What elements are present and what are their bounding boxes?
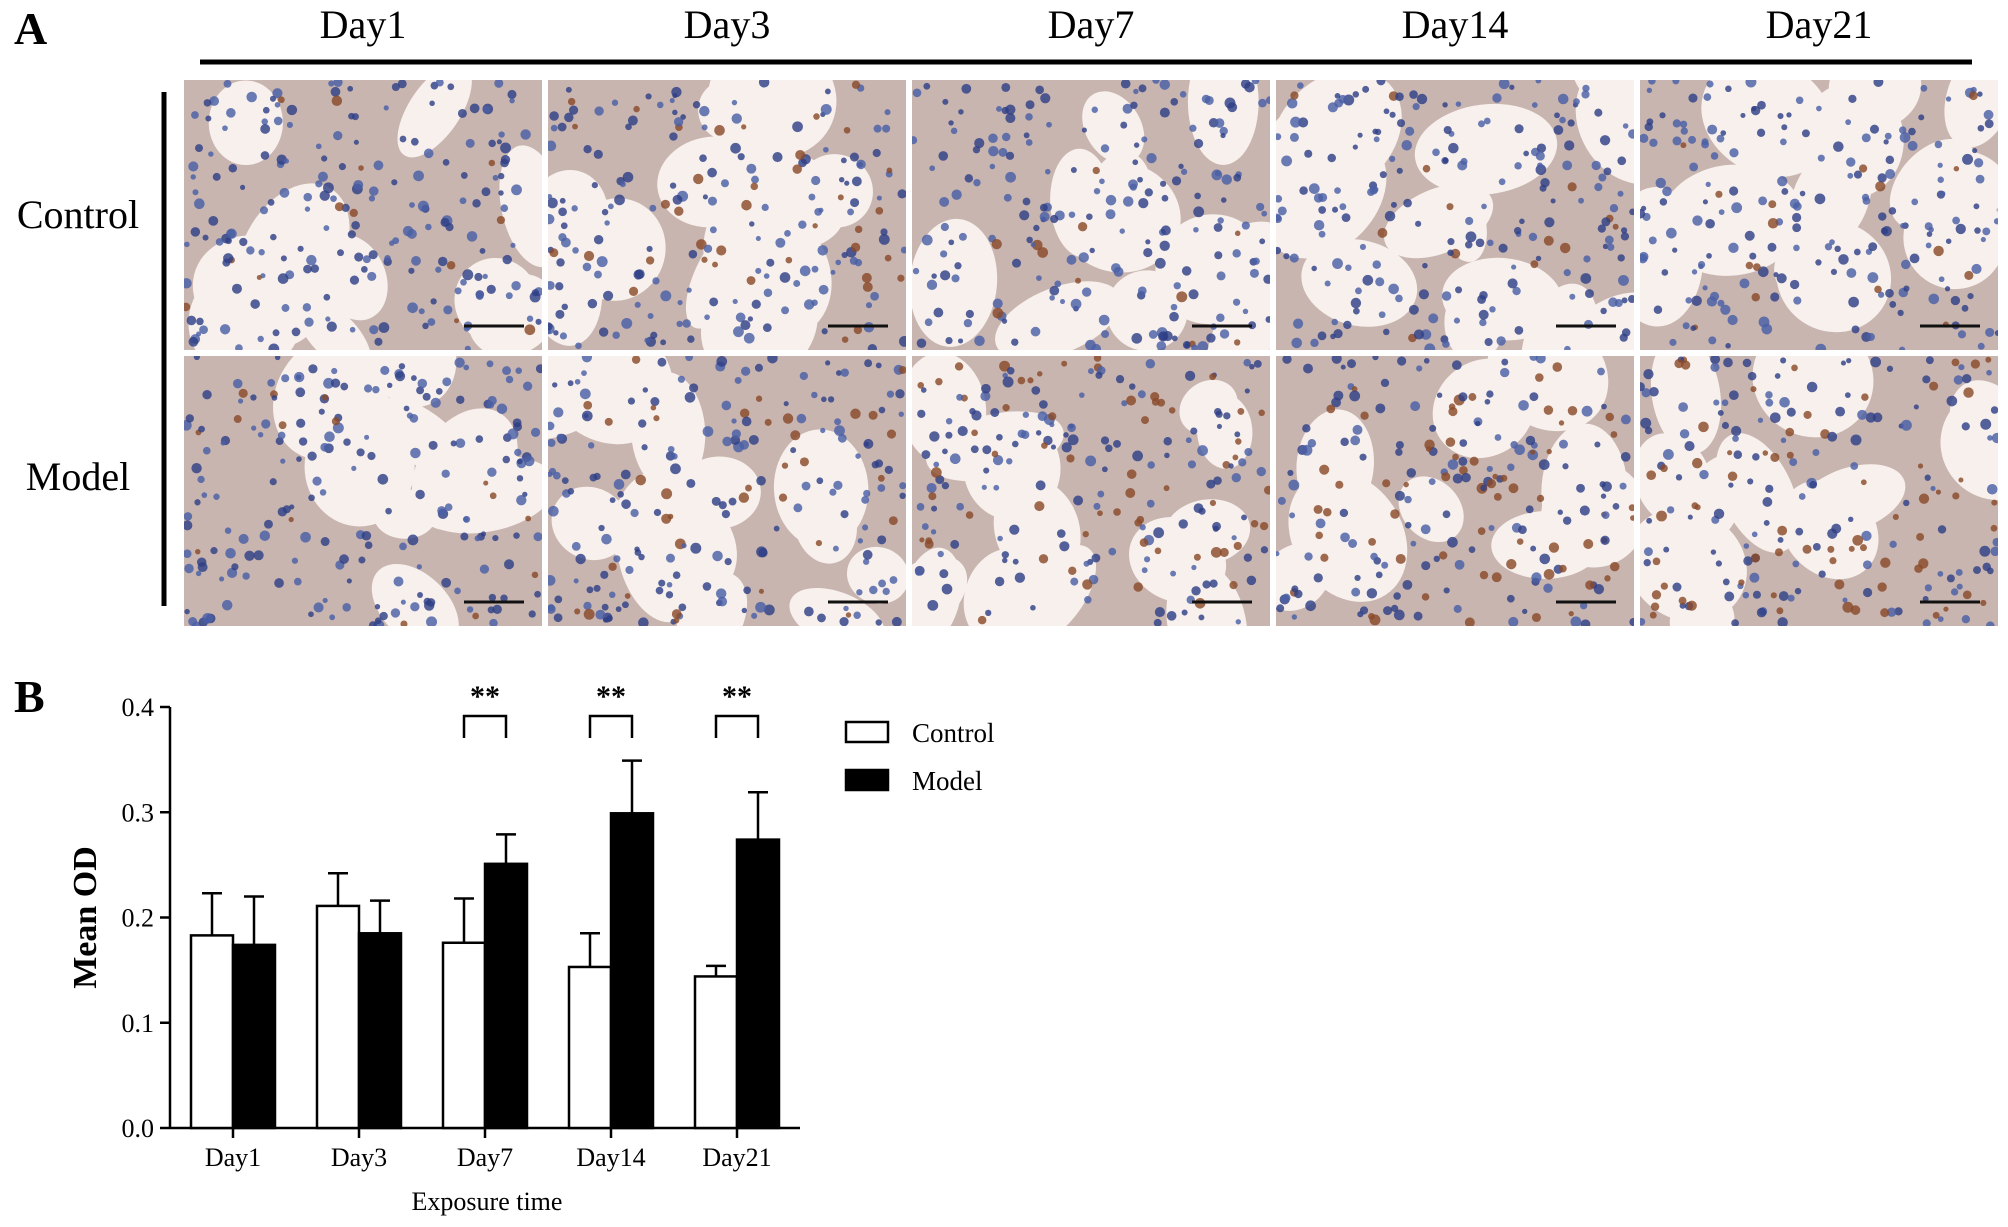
- bar-control: [315, 904, 361, 1130]
- y-tick-label: 0.1: [122, 1009, 155, 1038]
- column-label: Day7: [1048, 2, 1135, 47]
- y-tick-label: 0.2: [122, 904, 155, 933]
- micrograph-grid: [184, 80, 1998, 626]
- x-tick-label: Day21: [702, 1143, 771, 1172]
- row-label: Control: [17, 192, 139, 237]
- significance-bracket: [462, 714, 508, 738]
- row-labels: Control Model: [17, 192, 139, 499]
- legend-swatch: [844, 720, 890, 744]
- x-tick-label: Day1: [205, 1143, 261, 1172]
- panel-b-letter: B: [14, 671, 45, 722]
- bar-model: [483, 862, 529, 1130]
- column-label: Day1: [320, 2, 407, 47]
- x-tick-label: Day3: [331, 1143, 387, 1172]
- legend: Control Model: [844, 718, 995, 796]
- bar-model: [231, 943, 277, 1130]
- y-tick-label: 0.3: [122, 798, 155, 827]
- x-axis-title: Exposure time: [412, 1187, 563, 1216]
- bar-control: [441, 941, 487, 1130]
- column-label: Day3: [684, 2, 771, 47]
- bar-model: [609, 812, 655, 1130]
- legend-label: Control: [912, 718, 995, 748]
- micrograph-tile: [912, 80, 1270, 350]
- x-tick-label: Day14: [576, 1143, 645, 1172]
- x-tick-label: Day7: [457, 1143, 513, 1172]
- bar-control: [189, 934, 235, 1130]
- micrograph-tile: [1276, 80, 1634, 350]
- micrograph-tile: [184, 356, 542, 626]
- micrograph-tile: [1640, 80, 1998, 350]
- significance-label: **: [596, 680, 626, 713]
- micrograph-tile: [1640, 356, 1998, 626]
- significance-label: **: [722, 680, 752, 713]
- bar-control: [567, 965, 613, 1130]
- column-label: Day21: [1766, 2, 1873, 47]
- legend-label: Model: [912, 766, 983, 796]
- y-tick-label: 0.4: [122, 693, 155, 722]
- bar-control: [693, 975, 739, 1130]
- bar-chart: 0.0 0.1 0.2 0.3 0.4 Mean OD Exposure time Day1 D…: [67, 680, 995, 1216]
- micrograph-tile: [1276, 356, 1634, 626]
- row-label: Model: [26, 454, 130, 499]
- bar-model: [357, 932, 403, 1130]
- significance-bracket: [714, 714, 760, 738]
- column-labels: Day1 Day3 Day7 Day14 Day21: [320, 2, 1873, 47]
- micrograph-tile: [548, 356, 906, 626]
- micrograph-tile: [184, 80, 542, 350]
- significance-label: **: [470, 680, 500, 713]
- y-tick-label: 0.0: [122, 1114, 155, 1143]
- column-label: Day14: [1402, 2, 1509, 47]
- legend-swatch: [844, 768, 890, 792]
- significance-bracket: [588, 714, 634, 738]
- y-axis-title: Mean OD: [67, 846, 104, 989]
- micrograph-tile: [912, 356, 1270, 626]
- bar-model: [735, 838, 781, 1130]
- panel-a-letter: A: [14, 3, 47, 54]
- micrograph-tile: [548, 80, 906, 350]
